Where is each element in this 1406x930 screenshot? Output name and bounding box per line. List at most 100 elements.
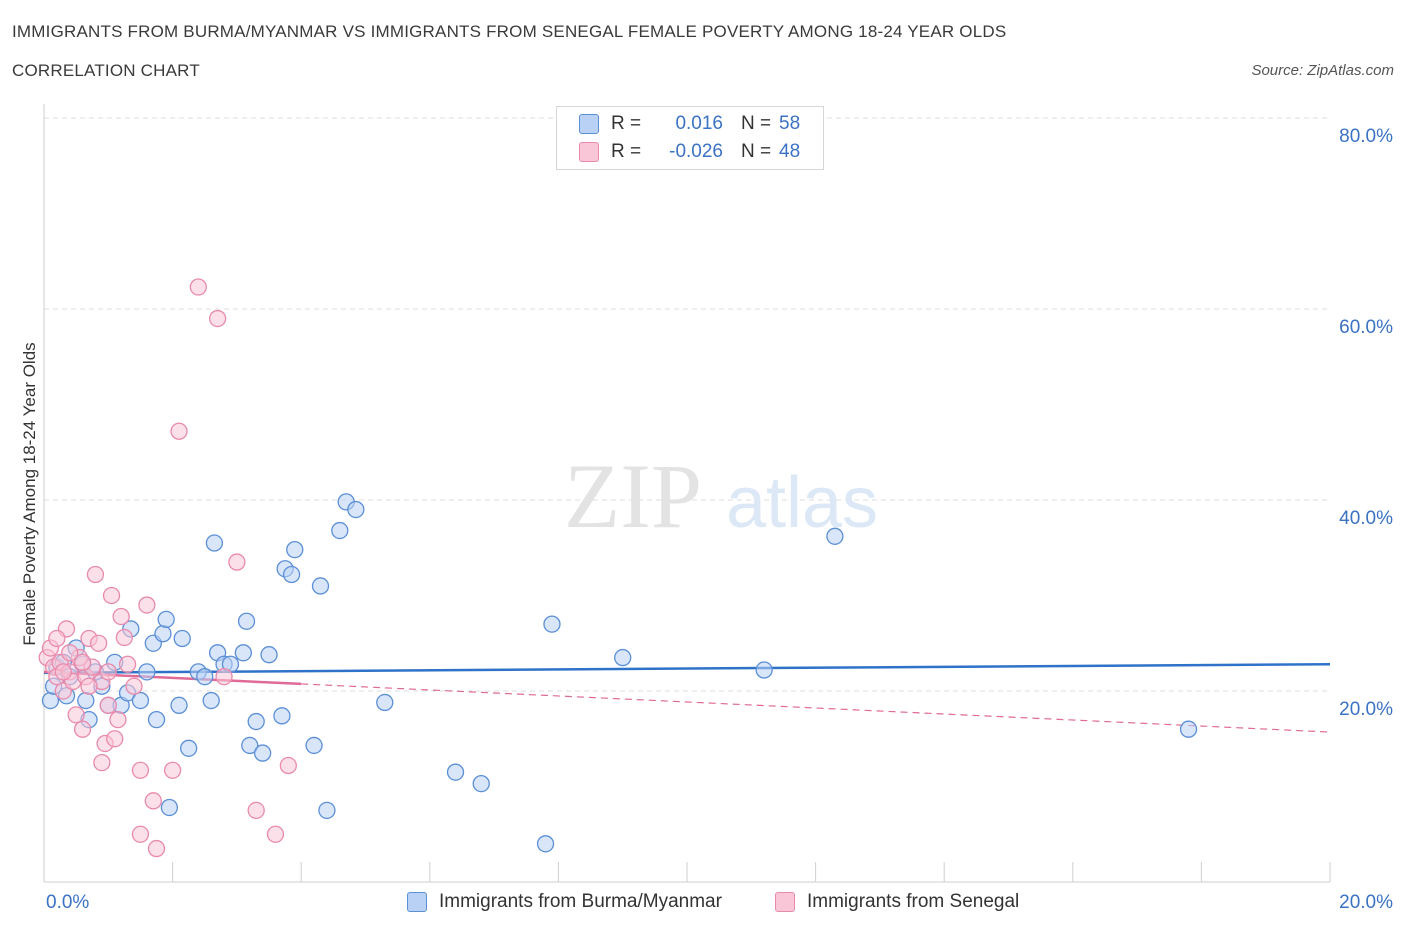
- point-burma: [536, 835, 555, 853]
- point-burma: [253, 744, 272, 762]
- point-senegal: [131, 825, 150, 843]
- point-burma: [282, 565, 301, 584]
- point-senegal: [170, 422, 188, 440]
- legend-n-value: 58: [779, 113, 801, 134]
- point-senegal: [86, 565, 105, 584]
- point-burma: [170, 696, 188, 714]
- stats-legend: R = 0.016 N = 58 R = -0.026 N = 48: [556, 106, 824, 170]
- point-burma: [826, 527, 844, 545]
- point-burma: [305, 736, 323, 755]
- watermark-zip: ZIP: [564, 445, 702, 547]
- point-burma: [347, 500, 365, 519]
- point-senegal: [115, 628, 134, 647]
- x-tick-label: 20.0%: [1339, 892, 1393, 913]
- point-senegal: [99, 696, 117, 714]
- point-burma: [1179, 720, 1198, 738]
- point-burma: [446, 763, 465, 781]
- point-senegal: [54, 663, 72, 681]
- point-senegal: [112, 607, 130, 626]
- point-senegal: [208, 309, 227, 328]
- point-senegal: [228, 553, 246, 571]
- point-senegal: [99, 663, 117, 681]
- point-burma: [205, 534, 224, 552]
- legend-label-senegal: Immigrants from Senegal: [807, 891, 1020, 912]
- trend-lines: [43, 663, 1331, 733]
- legend-n-value: 48: [779, 141, 801, 162]
- point-burma: [234, 644, 252, 662]
- grid-lines: [44, 117, 1330, 692]
- y-tick-label: 80.0%: [1339, 126, 1393, 147]
- legend-item-senegal: Immigrants from Senegal: [775, 889, 1019, 915]
- legend-r-label: R =: [611, 113, 642, 134]
- point-senegal: [109, 711, 127, 729]
- y-tick-label: 20.0%: [1339, 699, 1393, 720]
- legend-n-label: N =: [741, 113, 772, 134]
- point-burma: [160, 798, 179, 817]
- point-burma: [241, 736, 259, 755]
- point-senegal: [93, 753, 111, 772]
- data-points: [38, 278, 1198, 858]
- legend-r-value: -0.026: [669, 141, 723, 162]
- point-burma: [157, 610, 175, 629]
- point-senegal: [125, 677, 143, 695]
- point-burma: [247, 712, 265, 731]
- legend-r-label: R =: [611, 141, 642, 162]
- point-burma: [173, 629, 191, 648]
- point-burma: [196, 668, 214, 686]
- point-burma: [311, 577, 330, 595]
- legend-swatch-senegal: [775, 892, 795, 912]
- point-senegal: [266, 825, 285, 843]
- point-burma: [237, 612, 256, 630]
- chart-title: IMMIGRANTS FROM BURMA/MYANMAR VS IMMIGRA…: [12, 22, 1007, 41]
- point-senegal: [102, 586, 121, 605]
- point-burma: [202, 691, 220, 710]
- point-burma: [273, 707, 291, 725]
- point-senegal: [48, 629, 66, 648]
- point-senegal: [279, 756, 297, 775]
- point-senegal: [61, 644, 79, 662]
- legend-label-burma: Immigrants from Burma/Myanmar: [439, 891, 722, 912]
- legend-row-burma: R = 0.016 N = 58: [579, 111, 800, 137]
- point-senegal: [247, 801, 265, 820]
- legend-r-value: 0.016: [675, 113, 723, 134]
- y-tick-label: 60.0%: [1339, 317, 1393, 338]
- point-burma: [472, 774, 490, 793]
- point-senegal: [118, 655, 137, 673]
- y-axis-label: Female Poverty Among 18-24 Year Olds: [20, 342, 39, 645]
- point-senegal: [90, 634, 108, 652]
- point-burma: [154, 625, 172, 643]
- point-senegal: [144, 792, 162, 810]
- point-burma: [376, 693, 394, 712]
- point-burma: [260, 646, 278, 664]
- point-burma: [131, 691, 150, 710]
- point-burma: [180, 739, 198, 757]
- point-burma: [331, 521, 349, 540]
- point-senegal: [67, 706, 85, 724]
- point-senegal: [215, 668, 233, 686]
- legend-n-label: N =: [741, 141, 772, 162]
- point-senegal: [73, 720, 92, 738]
- trendline-burma: [43, 663, 1331, 675]
- point-burma: [286, 541, 304, 559]
- point-senegal: [147, 839, 166, 858]
- point-burma: [755, 661, 773, 679]
- tick-labels: 20.0% 40.0% 60.0% 80.0% 0.0% 20.0%: [46, 126, 1393, 913]
- legend-item-burma: Immigrants from Burma/Myanmar: [407, 889, 722, 915]
- point-senegal: [138, 596, 156, 614]
- y-tick-label: 40.0%: [1339, 508, 1393, 529]
- point-senegal: [80, 677, 98, 695]
- point-burma: [138, 663, 156, 681]
- point-senegal: [131, 761, 150, 779]
- point-burma: [318, 801, 336, 820]
- legend-swatch-burma: [407, 892, 427, 912]
- point-senegal: [73, 653, 92, 671]
- legend-swatch-senegal: [579, 142, 599, 162]
- watermark-atlas: atlas: [726, 463, 878, 543]
- trendline-senegal-extension: [301, 683, 1331, 733]
- source-label: Source: ZipAtlas.com: [1251, 62, 1394, 79]
- legend-swatch-burma: [579, 114, 599, 134]
- chart-subtitle: CORRELATION CHART: [12, 61, 200, 80]
- legend-row-senegal: R = -0.026 N = 48: [579, 139, 800, 165]
- x-tick-label: 0.0%: [46, 892, 89, 913]
